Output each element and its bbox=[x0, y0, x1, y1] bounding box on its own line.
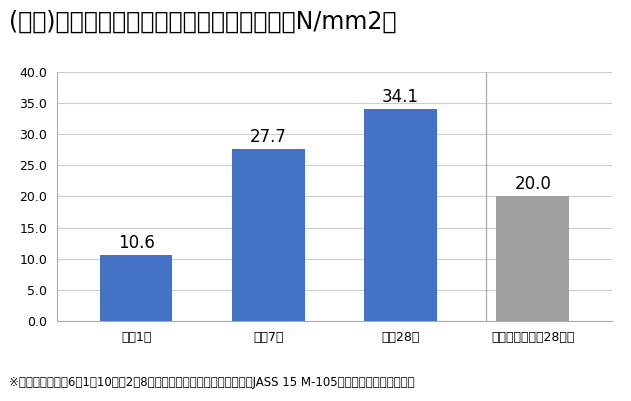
Text: 10.6: 10.6 bbox=[117, 234, 155, 252]
Bar bbox=[100, 255, 172, 321]
Text: 34.1: 34.1 bbox=[382, 88, 419, 106]
Text: (表２)フィットレベラー品質試験（圧縮強度N/mm2）: (表２)フィットレベラー品質試験（圧縮強度N/mm2） bbox=[9, 10, 397, 34]
Bar bbox=[497, 196, 569, 321]
Text: 20.0: 20.0 bbox=[514, 175, 551, 193]
Text: 27.7: 27.7 bbox=[250, 128, 286, 146]
Bar bbox=[364, 109, 437, 321]
Text: ※試験期間：令和6年1月10日～2月8日セルフレベリング材の品質基準JASS 15 M-105に従って試験を行った。: ※試験期間：令和6年1月10日～2月8日セルフレベリング材の品質基準JASS 1… bbox=[9, 376, 415, 389]
Bar bbox=[232, 149, 305, 321]
